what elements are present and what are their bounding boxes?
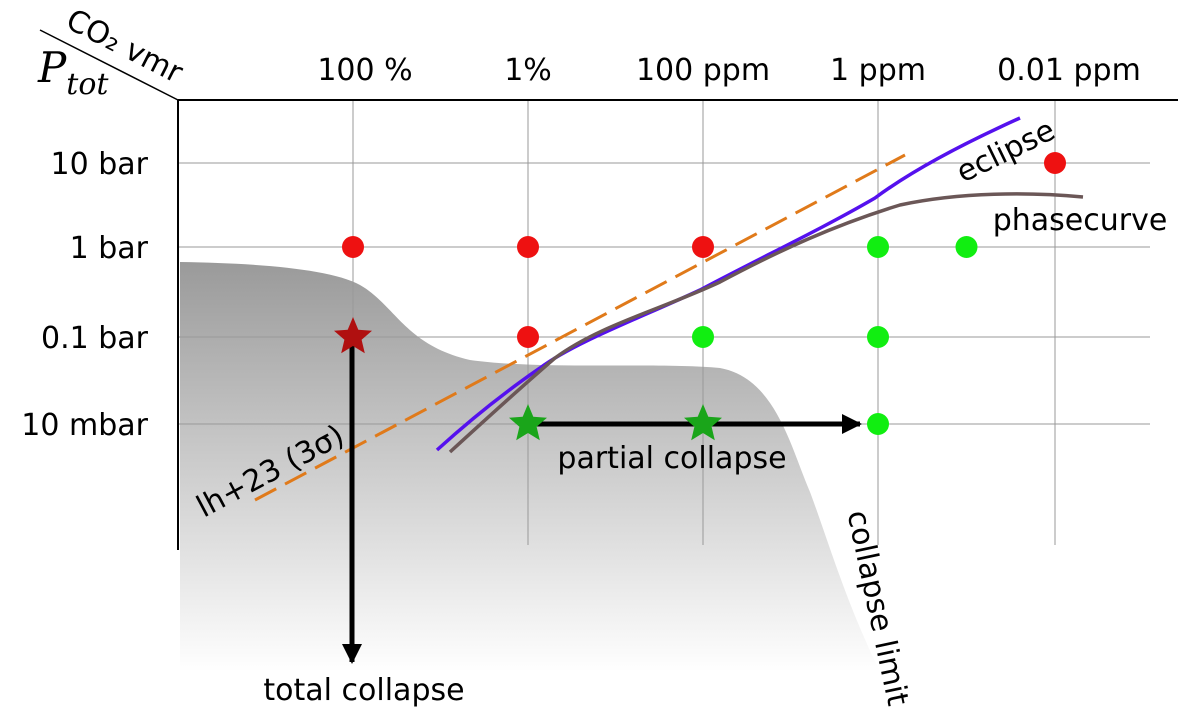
phasecurve-curve bbox=[448, 192, 1084, 454]
green-dot bbox=[867, 413, 889, 435]
partial-collapse-label: partial collapse bbox=[557, 441, 786, 476]
column-label: 1 ppm bbox=[830, 53, 926, 88]
red-dot bbox=[692, 236, 714, 258]
green-star bbox=[684, 404, 722, 441]
corner-diagonal bbox=[39, 29, 179, 101]
red-dot bbox=[1044, 152, 1066, 174]
total-collapse-label: total collapse bbox=[263, 673, 464, 708]
red-dot bbox=[517, 236, 539, 258]
lh-dashed-line bbox=[254, 153, 906, 502]
column-label: 100 ppm bbox=[636, 53, 770, 88]
row-label: 1 bar bbox=[70, 231, 149, 266]
column-label: 1% bbox=[504, 53, 552, 88]
column-label: 0.01 ppm bbox=[997, 53, 1141, 88]
markers bbox=[334, 152, 1066, 441]
green-star bbox=[509, 404, 547, 441]
row-label: 10 mbar bbox=[21, 408, 148, 443]
row-label: 10 bar bbox=[51, 147, 149, 182]
green-dot bbox=[692, 326, 714, 348]
row-axis-label-sub: tot bbox=[66, 67, 109, 102]
row-label: 0.1 bar bbox=[41, 321, 149, 356]
green-dot bbox=[867, 326, 889, 348]
collapse-region bbox=[180, 262, 880, 672]
red-star bbox=[334, 317, 372, 354]
phasecurve-label: phasecurve bbox=[993, 203, 1168, 238]
row-labels: 10 bar 1 bar 0.1 bar 10 mbar bbox=[21, 147, 148, 443]
green-dot bbox=[955, 236, 978, 258]
green-dot bbox=[867, 236, 889, 258]
column-labels: 100 % 1% 100 ppm 1 ppm 0.01 ppm bbox=[317, 53, 1140, 88]
column-label: 100 % bbox=[317, 53, 412, 88]
red-dot bbox=[517, 326, 539, 348]
row-axis-label-main: P bbox=[37, 43, 67, 92]
red-dot bbox=[342, 236, 364, 258]
row-axis-label: Ptot bbox=[37, 43, 109, 102]
